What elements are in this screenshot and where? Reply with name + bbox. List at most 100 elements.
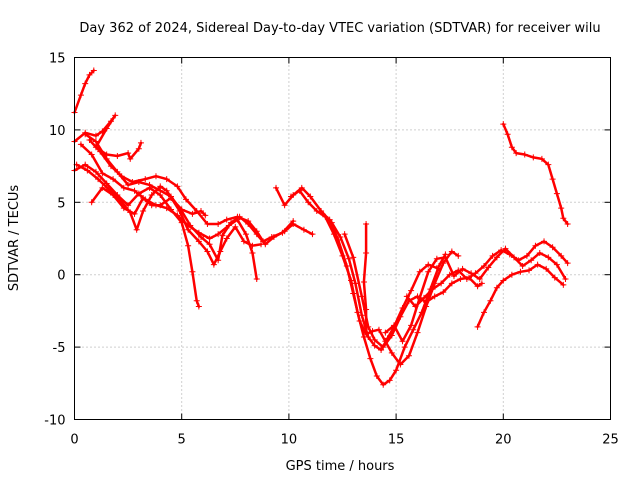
data-point bbox=[163, 187, 170, 194]
data-point bbox=[215, 231, 222, 238]
data-point bbox=[189, 268, 196, 275]
data-point bbox=[455, 267, 462, 274]
data-point bbox=[562, 276, 569, 283]
x-tick-label: 25 bbox=[602, 433, 619, 448]
data-point bbox=[414, 329, 421, 336]
data-point bbox=[253, 228, 260, 235]
data-point bbox=[245, 218, 252, 225]
axis-ticks: 0 5 10 15 20 25 -10 -5 0 5 10 15 bbox=[44, 52, 619, 448]
data-point bbox=[313, 207, 320, 214]
data-point bbox=[223, 216, 230, 223]
data-point bbox=[110, 176, 117, 183]
data-point bbox=[363, 329, 370, 336]
data-point bbox=[86, 71, 93, 78]
data-point bbox=[204, 221, 211, 228]
data-point bbox=[260, 238, 267, 245]
data-point bbox=[300, 226, 307, 233]
data-point bbox=[189, 210, 196, 217]
data-point bbox=[350, 290, 357, 297]
y-axis-label: SDTVAR / TECUs bbox=[7, 185, 22, 292]
data-point bbox=[425, 261, 432, 268]
data-point bbox=[474, 323, 481, 330]
data-point bbox=[405, 352, 412, 359]
data-point bbox=[157, 187, 164, 194]
data-point bbox=[382, 329, 389, 336]
data-point bbox=[425, 268, 432, 275]
grid bbox=[74, 57, 611, 420]
data-point bbox=[553, 261, 560, 268]
series-line bbox=[79, 143, 258, 281]
data-point bbox=[558, 252, 565, 259]
data-point bbox=[526, 267, 533, 274]
data-point bbox=[118, 173, 125, 180]
data-point bbox=[142, 176, 149, 183]
data-point bbox=[397, 361, 404, 368]
series-s8 bbox=[88, 184, 209, 219]
data-point bbox=[305, 199, 312, 206]
data-point bbox=[99, 184, 106, 191]
y-tick-label: 10 bbox=[49, 124, 66, 139]
data-point bbox=[500, 277, 507, 284]
data-point bbox=[146, 181, 153, 188]
data-point bbox=[326, 216, 333, 223]
data-point bbox=[77, 141, 84, 148]
data-point bbox=[148, 202, 155, 209]
series-line bbox=[476, 263, 565, 329]
data-point bbox=[163, 176, 170, 183]
series-line bbox=[319, 211, 460, 366]
data-point bbox=[532, 242, 539, 249]
series-line bbox=[73, 69, 96, 114]
data-point bbox=[219, 232, 226, 239]
data-point bbox=[459, 265, 466, 272]
data-point bbox=[215, 221, 222, 228]
data-point bbox=[341, 231, 348, 238]
data-point bbox=[343, 263, 350, 270]
data-point bbox=[92, 132, 99, 139]
data-point bbox=[92, 168, 99, 175]
data-point bbox=[403, 293, 410, 300]
data-point bbox=[195, 303, 202, 310]
data-point bbox=[335, 236, 342, 243]
data-point bbox=[431, 280, 438, 287]
data-point bbox=[90, 67, 97, 74]
data-point bbox=[463, 276, 470, 283]
series-s1 bbox=[71, 67, 97, 116]
data-point bbox=[288, 193, 295, 200]
y-tick-label: 15 bbox=[49, 52, 66, 67]
data-point bbox=[543, 265, 550, 272]
data-point bbox=[530, 154, 537, 161]
data-point bbox=[380, 381, 387, 388]
data-point bbox=[182, 196, 189, 203]
data-point bbox=[197, 234, 204, 241]
data-point bbox=[249, 242, 256, 249]
data-point bbox=[363, 249, 370, 256]
data-point bbox=[129, 179, 136, 186]
data-point bbox=[88, 151, 95, 158]
data-point bbox=[457, 276, 464, 283]
data-point bbox=[538, 155, 545, 162]
data-point bbox=[360, 278, 367, 285]
data-point bbox=[110, 192, 117, 199]
x-tick-label: 20 bbox=[495, 433, 512, 448]
data-point bbox=[309, 231, 316, 238]
data-point bbox=[125, 181, 132, 188]
series-line bbox=[405, 240, 569, 308]
data-point bbox=[420, 294, 427, 301]
data-point bbox=[487, 297, 494, 304]
data-point bbox=[195, 238, 202, 245]
data-point bbox=[508, 271, 515, 278]
data-point bbox=[187, 222, 194, 229]
data-point bbox=[97, 148, 104, 155]
series-s2 bbox=[71, 112, 144, 162]
data-point bbox=[450, 273, 457, 280]
data-point bbox=[140, 207, 147, 214]
data-point bbox=[356, 318, 363, 325]
data-point bbox=[345, 255, 352, 262]
x-tick-label: 0 bbox=[70, 433, 78, 448]
data-point bbox=[373, 373, 380, 380]
data-point bbox=[137, 139, 144, 146]
chart-title: Day 362 of 2024, Sidereal Day-to-day VTE… bbox=[79, 21, 600, 36]
series-line bbox=[502, 122, 569, 226]
data-point bbox=[163, 205, 170, 212]
data-point bbox=[185, 242, 192, 249]
